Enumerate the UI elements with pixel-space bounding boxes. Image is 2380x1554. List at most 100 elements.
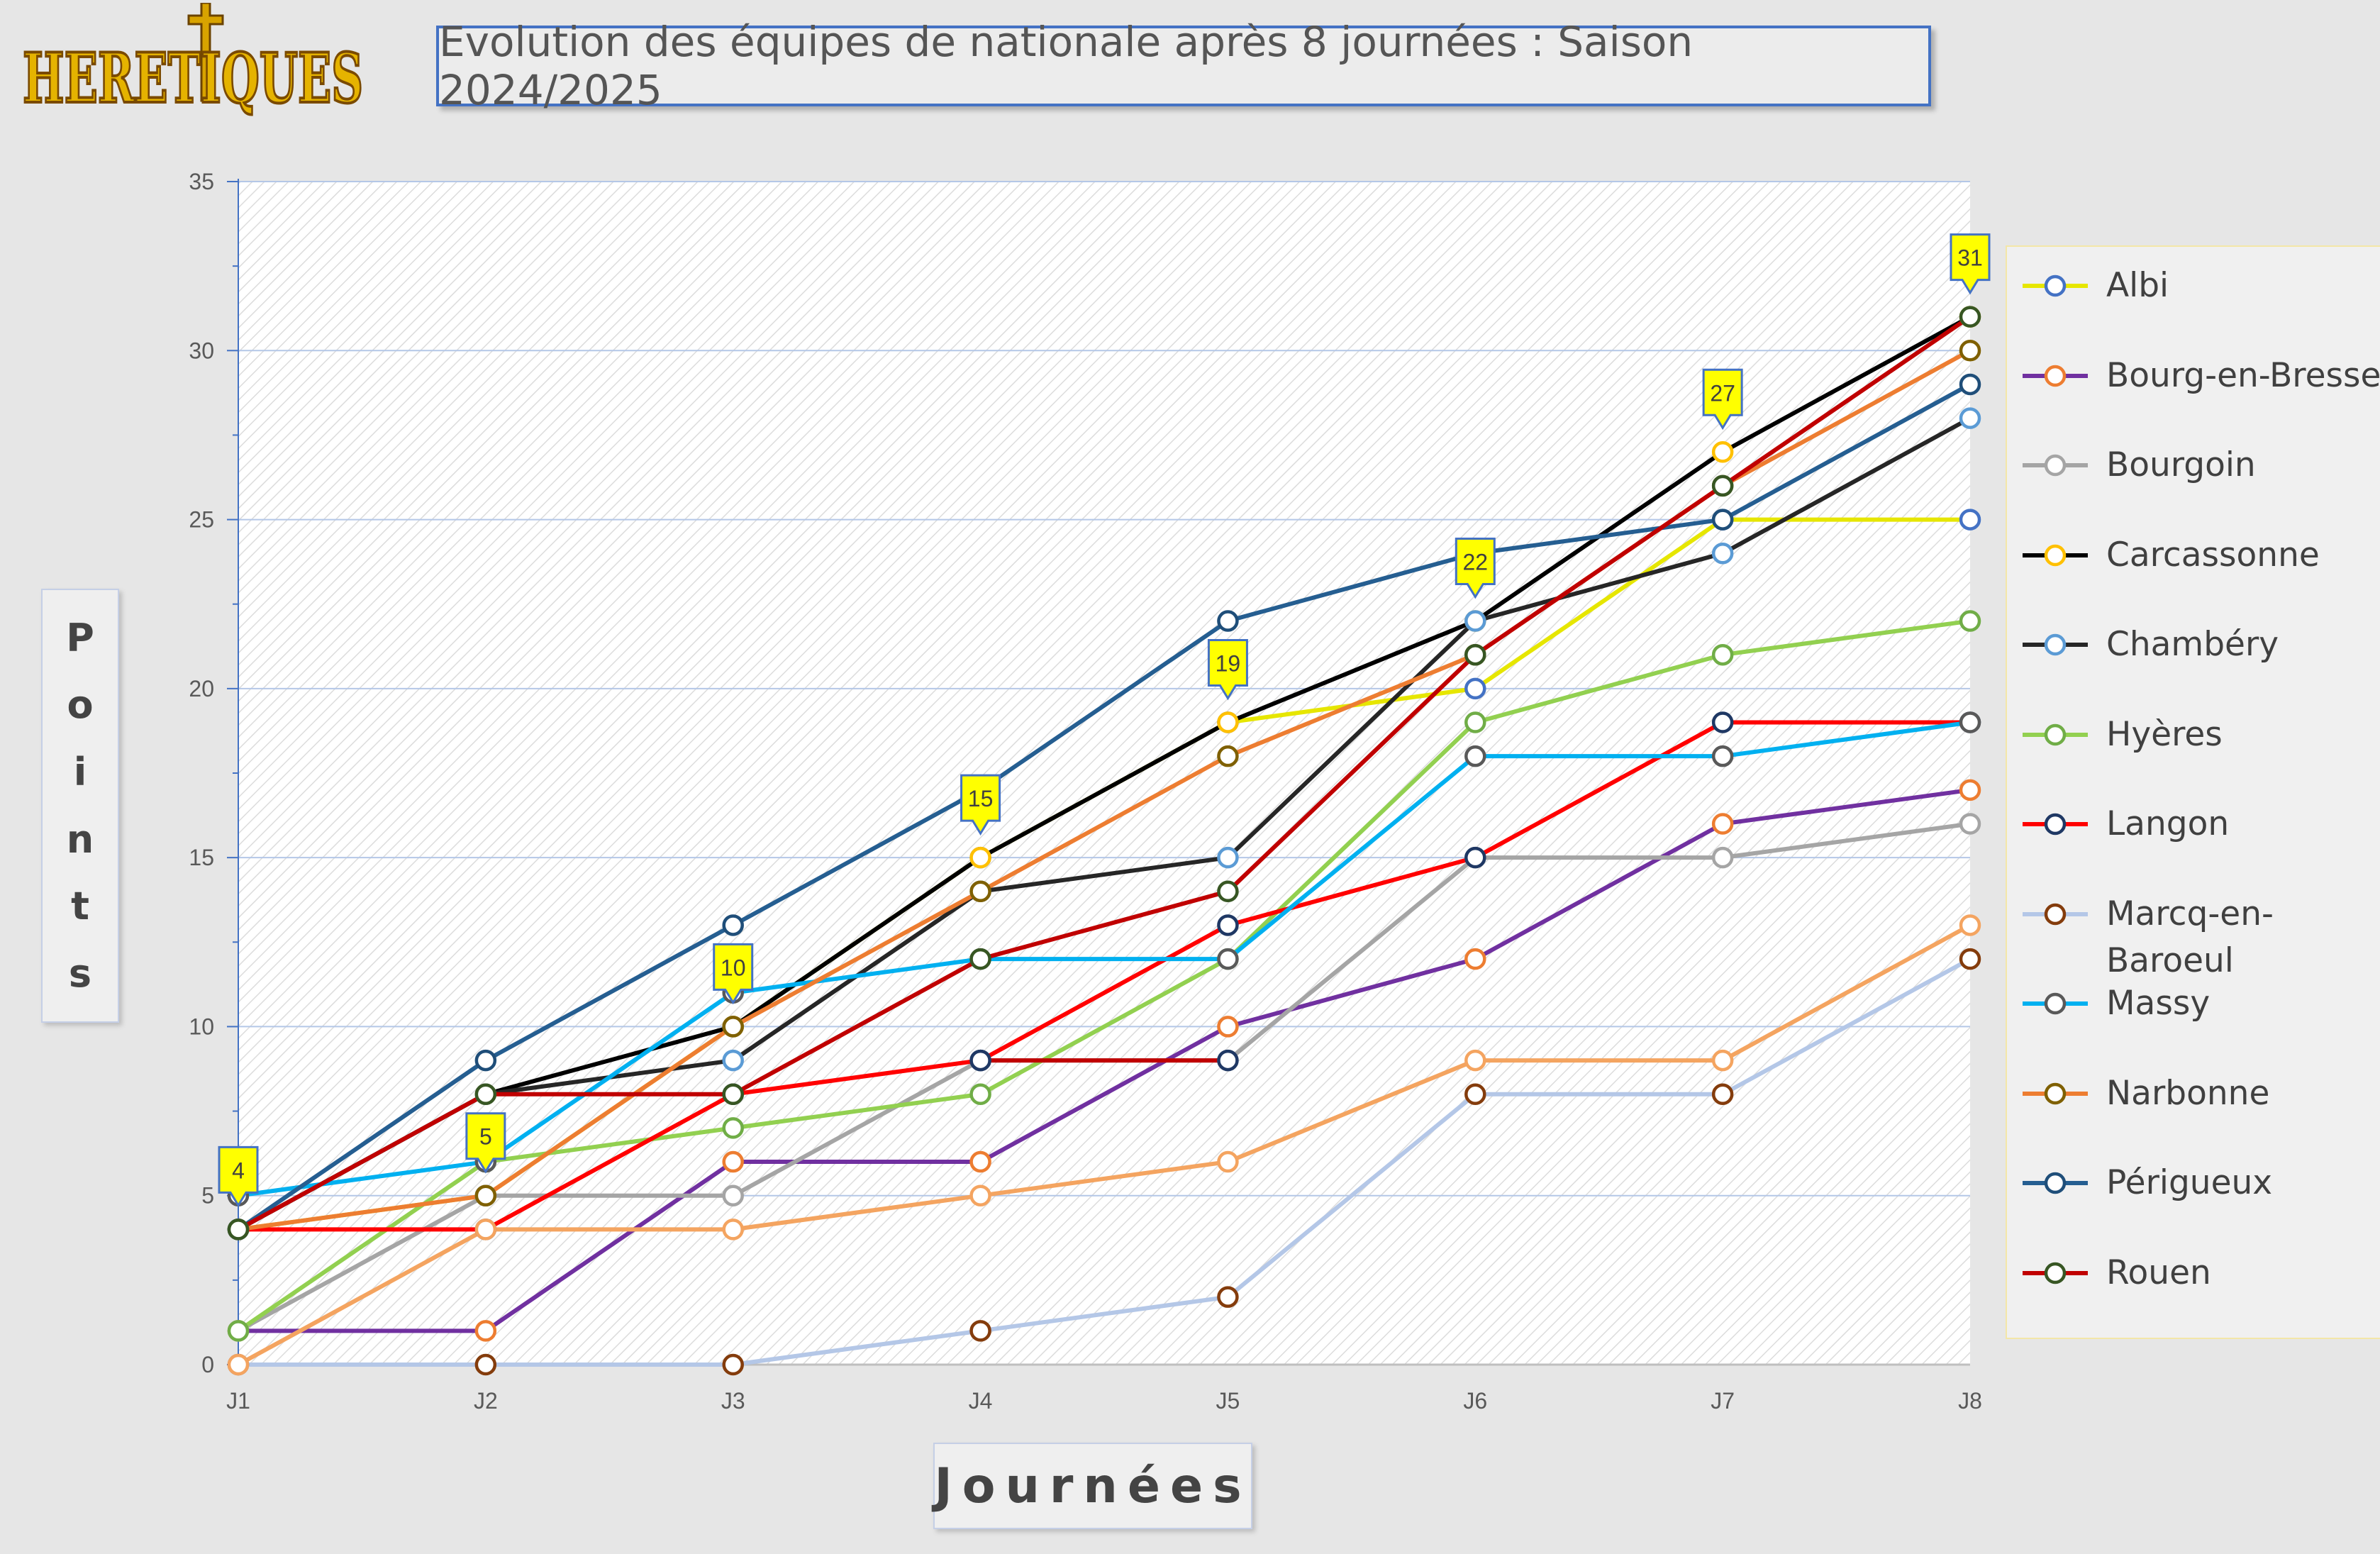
data-point-marker [1464, 711, 1486, 733]
legend-item: Hyères [2020, 710, 2374, 760]
series-lines [237, 314, 1972, 1367]
legend-label: Hyères [2106, 714, 2223, 754]
x-tick-label: J8 [1958, 1388, 1982, 1414]
legend-swatch [2023, 992, 2088, 1015]
data-point-marker [1217, 1150, 1239, 1173]
leader-callout: 22 [1455, 538, 1496, 599]
data-point-marker [474, 1049, 497, 1072]
data-point-marker [1711, 441, 1734, 463]
legend-label: Bourgoin [2106, 445, 2256, 484]
series-line [237, 382, 1972, 1231]
legend-item: Marcq-en-Baroeul [2020, 889, 2374, 980]
callout-label: 10 [721, 955, 746, 980]
y-axis-label: P o i n t s [41, 589, 119, 1023]
legend-swatch-marker [2044, 723, 2067, 745]
series-line [237, 314, 1972, 1232]
x-axis-label: Journées [933, 1443, 1252, 1529]
data-point-marker [1217, 846, 1239, 869]
leader-callout: 15 [960, 774, 1001, 836]
x-tick-label: J7 [1711, 1388, 1735, 1414]
logo-text: HERETIQUES [23, 38, 363, 118]
data-point-marker [1959, 306, 1981, 328]
data-point-marker [1711, 846, 1734, 869]
data-point-marker [722, 1219, 744, 1241]
data-point-marker [1959, 373, 1981, 396]
callout-box [1950, 233, 1991, 295]
legend-swatch-marker [2044, 365, 2067, 387]
x-tick-label: J2 [474, 1388, 498, 1414]
data-point-marker [1959, 407, 1981, 429]
x-tick-label: J5 [1216, 1388, 1240, 1414]
legend-item: Chambéry [2020, 620, 2374, 670]
legend-swatch [2023, 1172, 2088, 1194]
data-point-marker [227, 1320, 250, 1342]
y-label-letter: n [66, 816, 94, 862]
y-label-letter: i [73, 750, 87, 795]
legend-item: Langon [2020, 799, 2374, 849]
legend-item: Carcassonne [2020, 531, 2374, 580]
data-point-marker [1711, 813, 1734, 835]
data-point-marker [227, 1219, 250, 1241]
data-point-marker [1711, 474, 1734, 497]
legend-item: Bourg-en-Bresse [2020, 351, 2380, 401]
data-point-marker [722, 1353, 744, 1376]
legend-swatch-marker [2044, 813, 2067, 836]
y-label-letter: o [67, 682, 94, 728]
data-point-marker [1711, 711, 1734, 733]
data-point-marker [1217, 745, 1239, 767]
data-point-marker [722, 1016, 744, 1038]
data-point-marker [1711, 509, 1734, 531]
legend-swatch [2023, 1262, 2088, 1284]
data-point-marker [1959, 779, 1981, 801]
y-tick-label: 5 [201, 1183, 214, 1209]
leader-callout: 27 [1702, 368, 1743, 431]
data-point-marker [969, 846, 991, 869]
leader-callout: 4 [218, 1145, 259, 1208]
y-tick-label: 35 [189, 169, 214, 194]
legend-swatch [2023, 365, 2088, 387]
data-point-marker [1711, 745, 1734, 767]
callout-box [218, 1145, 259, 1208]
data-point-marker [1464, 677, 1486, 700]
series-line [237, 315, 1972, 1232]
data-point-marker [474, 1219, 497, 1241]
y-tick-label: 10 [189, 1014, 214, 1039]
series-line [238, 787, 1971, 1333]
callout-box [1455, 538, 1496, 599]
data-point-marker [722, 1083, 744, 1105]
data-point-marker [1217, 1016, 1239, 1038]
legend-swatch-marker [2044, 633, 2067, 656]
legend-swatch [2023, 274, 2088, 297]
legend-swatch-marker [2044, 1082, 2067, 1104]
legend-swatch [2023, 544, 2088, 566]
y-label-letter: s [68, 951, 92, 997]
data-point-marker [1464, 643, 1486, 666]
legend-item: Narbonne [2020, 1069, 2374, 1119]
data-point-marker [1464, 1083, 1486, 1105]
chart-title: Evolution des équipes de nationale après… [436, 18, 1931, 114]
series-line [238, 720, 1971, 1198]
data-point-marker [969, 1150, 991, 1173]
data-point-marker [722, 1117, 744, 1139]
callout-box [1207, 639, 1248, 701]
callout-box [465, 1112, 506, 1174]
legend-label: Marcq-en-Baroeul [2106, 894, 2274, 980]
data-point-marker [722, 1150, 744, 1173]
data-point-marker [969, 1320, 991, 1342]
data-point-marker [474, 1184, 497, 1206]
legend-swatch [2023, 454, 2088, 477]
legend-item: Albi [2020, 261, 2374, 311]
callout-label: 4 [232, 1158, 245, 1183]
series-line [238, 720, 1970, 1232]
y-tick-label: 30 [189, 338, 214, 363]
x-tick-label: J4 [969, 1388, 993, 1414]
leader-callout: 5 [465, 1112, 506, 1174]
data-point-marker [227, 1353, 250, 1376]
legend-swatch-marker [2044, 274, 2067, 297]
data-point-marker [969, 1083, 991, 1105]
legend-label: Langon [2106, 804, 2230, 843]
legend-swatch-marker [2044, 992, 2067, 1015]
y-tick-label: 25 [189, 507, 214, 533]
